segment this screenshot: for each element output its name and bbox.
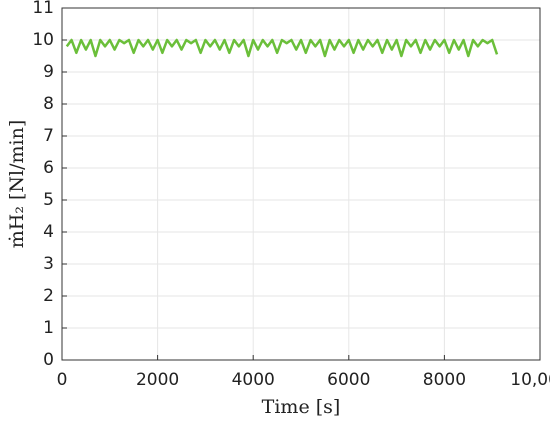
x-tick-label: 0	[57, 370, 68, 390]
x-tick-label: 10,000	[510, 370, 550, 390]
y-tick-label: 8	[43, 94, 54, 114]
y-tick-label: 0	[43, 350, 54, 370]
y-tick-label: 1	[43, 318, 54, 338]
x-tick-label: 8000	[423, 370, 466, 390]
x-axis-label: Time [s]	[262, 396, 341, 418]
x-tick-label: 2000	[136, 370, 179, 390]
y-tick-label: 2	[43, 286, 54, 306]
y-axis-label: ṁH₂ [Nl/min]	[6, 120, 28, 249]
y-tick-label: 10	[32, 30, 54, 50]
x-tick-label: 4000	[232, 370, 275, 390]
y-tick-label: 9	[43, 62, 54, 82]
data-line	[65, 38, 499, 58]
y-tick-label: 4	[43, 222, 54, 242]
x-tick-label: 6000	[327, 370, 370, 390]
plot-frame	[61, 7, 541, 361]
y-tick-label: 5	[43, 190, 54, 210]
y-tick-label: 11	[32, 0, 54, 18]
y-tick-label: 7	[43, 126, 54, 146]
y-tick-label: 3	[43, 254, 54, 274]
y-tick-label: 6	[43, 158, 54, 178]
